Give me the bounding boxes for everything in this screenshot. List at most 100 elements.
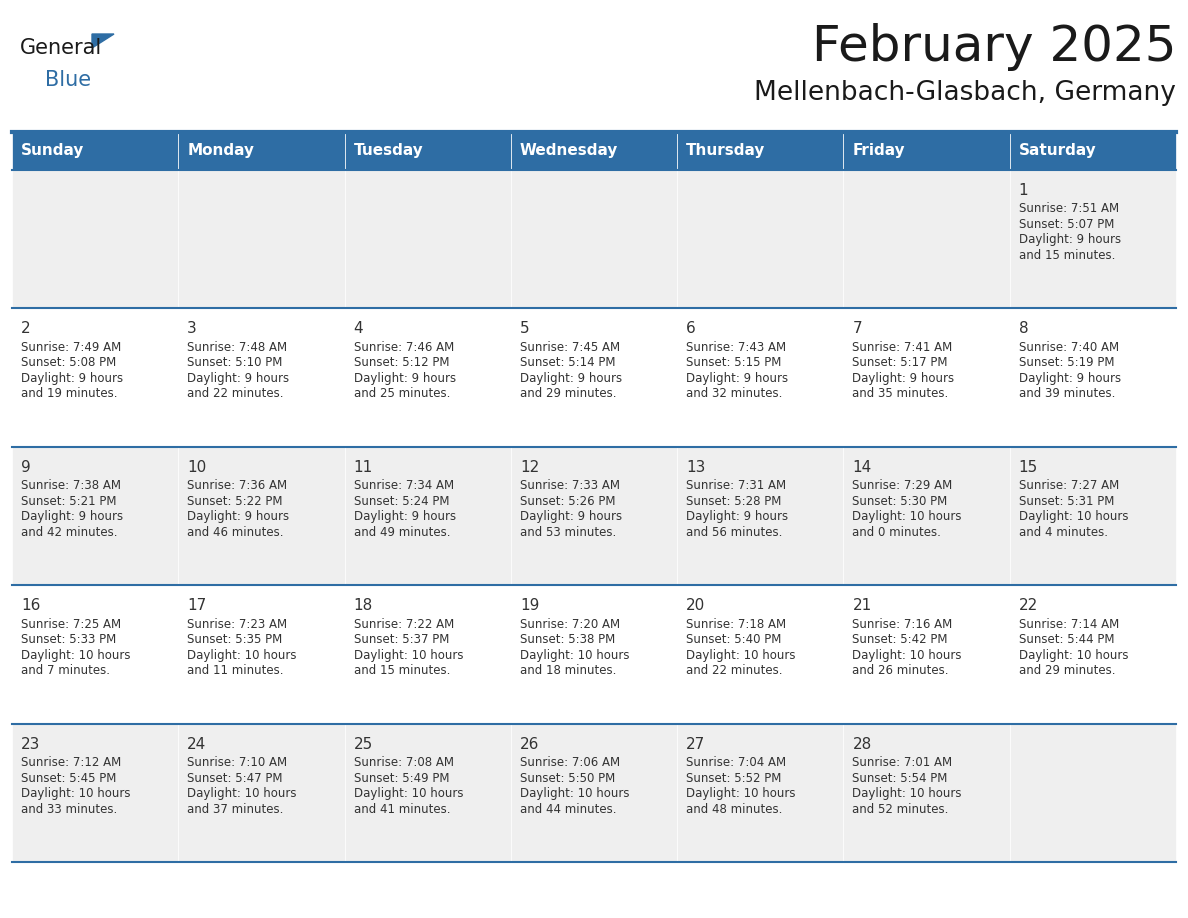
Bar — [345, 308, 511, 447]
Text: Sunrise: 7:43 AM: Sunrise: 7:43 AM — [687, 341, 786, 354]
Text: Sunrise: 7:51 AM: Sunrise: 7:51 AM — [1019, 203, 1119, 216]
Text: Sunrise: 7:45 AM: Sunrise: 7:45 AM — [520, 341, 620, 354]
Text: Daylight: 9 hours: Daylight: 9 hours — [853, 372, 954, 385]
Text: Sunrise: 7:40 AM: Sunrise: 7:40 AM — [1019, 341, 1119, 354]
Text: Sunset: 5:40 PM: Sunset: 5:40 PM — [687, 633, 782, 646]
Text: Sunrise: 7:36 AM: Sunrise: 7:36 AM — [188, 479, 287, 492]
Bar — [843, 170, 1010, 308]
Text: and 19 minutes.: and 19 minutes. — [21, 387, 118, 400]
Text: Sunrise: 7:27 AM: Sunrise: 7:27 AM — [1019, 479, 1119, 492]
Text: and 39 minutes.: and 39 minutes. — [1019, 387, 1116, 400]
Text: 20: 20 — [687, 599, 706, 613]
Text: 24: 24 — [188, 736, 207, 752]
Text: and 11 minutes.: and 11 minutes. — [188, 665, 284, 677]
Text: Sunset: 5:17 PM: Sunset: 5:17 PM — [853, 356, 948, 369]
Text: and 29 minutes.: and 29 minutes. — [1019, 665, 1116, 677]
Text: Daylight: 10 hours: Daylight: 10 hours — [21, 787, 131, 800]
Text: Sunset: 5:14 PM: Sunset: 5:14 PM — [520, 356, 615, 369]
Text: 27: 27 — [687, 736, 706, 752]
Text: Sunrise: 7:10 AM: Sunrise: 7:10 AM — [188, 756, 287, 769]
Bar — [511, 170, 677, 308]
Text: Sunset: 5:49 PM: Sunset: 5:49 PM — [354, 772, 449, 785]
Text: Sunset: 5:19 PM: Sunset: 5:19 PM — [1019, 356, 1114, 369]
Text: Sunrise: 7:08 AM: Sunrise: 7:08 AM — [354, 756, 454, 769]
Bar — [843, 132, 1010, 170]
Bar — [843, 308, 1010, 447]
Text: and 33 minutes.: and 33 minutes. — [21, 802, 118, 815]
Bar — [178, 585, 345, 723]
Bar — [12, 170, 178, 308]
Text: and 41 minutes.: and 41 minutes. — [354, 802, 450, 815]
Text: and 42 minutes.: and 42 minutes. — [21, 526, 118, 539]
Text: and 0 minutes.: and 0 minutes. — [853, 526, 941, 539]
Text: Sunset: 5:30 PM: Sunset: 5:30 PM — [853, 495, 948, 508]
Text: 25: 25 — [354, 736, 373, 752]
Text: Sunset: 5:15 PM: Sunset: 5:15 PM — [687, 356, 782, 369]
Text: Sunrise: 7:04 AM: Sunrise: 7:04 AM — [687, 756, 786, 769]
Text: and 26 minutes.: and 26 minutes. — [853, 665, 949, 677]
Text: Sunset: 5:31 PM: Sunset: 5:31 PM — [1019, 495, 1114, 508]
Text: Daylight: 9 hours: Daylight: 9 hours — [687, 372, 789, 385]
Text: 12: 12 — [520, 460, 539, 475]
Text: Sunset: 5:47 PM: Sunset: 5:47 PM — [188, 772, 283, 785]
Text: and 25 minutes.: and 25 minutes. — [354, 387, 450, 400]
Bar — [843, 585, 1010, 723]
Text: and 44 minutes.: and 44 minutes. — [520, 802, 617, 815]
Text: 21: 21 — [853, 599, 872, 613]
Text: Daylight: 9 hours: Daylight: 9 hours — [520, 372, 623, 385]
Bar — [178, 447, 345, 585]
Text: Sunrise: 7:41 AM: Sunrise: 7:41 AM — [853, 341, 953, 354]
Text: Sunset: 5:42 PM: Sunset: 5:42 PM — [853, 633, 948, 646]
Bar — [677, 585, 843, 723]
Polygon shape — [91, 34, 114, 48]
Text: 8: 8 — [1019, 321, 1029, 336]
Bar — [511, 585, 677, 723]
Bar — [178, 132, 345, 170]
Text: and 48 minutes.: and 48 minutes. — [687, 802, 783, 815]
Text: Daylight: 10 hours: Daylight: 10 hours — [853, 510, 962, 523]
Text: Saturday: Saturday — [1019, 143, 1097, 159]
Text: February 2025: February 2025 — [811, 23, 1176, 71]
Text: and 56 minutes.: and 56 minutes. — [687, 526, 783, 539]
Text: Sunset: 5:33 PM: Sunset: 5:33 PM — [21, 633, 116, 646]
Text: Sunrise: 7:33 AM: Sunrise: 7:33 AM — [520, 479, 620, 492]
Text: 3: 3 — [188, 321, 197, 336]
Text: Mellenbach-Glasbach, Germany: Mellenbach-Glasbach, Germany — [754, 80, 1176, 106]
Text: and 35 minutes.: and 35 minutes. — [853, 387, 949, 400]
Bar — [12, 585, 178, 723]
Bar — [1010, 723, 1176, 862]
Text: Daylight: 10 hours: Daylight: 10 hours — [188, 649, 297, 662]
Text: and 22 minutes.: and 22 minutes. — [188, 387, 284, 400]
Text: 7: 7 — [853, 321, 862, 336]
Text: Wednesday: Wednesday — [520, 143, 618, 159]
Text: Sunrise: 7:20 AM: Sunrise: 7:20 AM — [520, 618, 620, 631]
Bar — [12, 132, 178, 170]
Text: Sunrise: 7:29 AM: Sunrise: 7:29 AM — [853, 479, 953, 492]
Text: 23: 23 — [21, 736, 40, 752]
Text: General: General — [20, 38, 102, 58]
Text: Tuesday: Tuesday — [354, 143, 423, 159]
Bar — [511, 723, 677, 862]
Bar — [677, 723, 843, 862]
Text: Daylight: 10 hours: Daylight: 10 hours — [520, 787, 630, 800]
Text: Daylight: 9 hours: Daylight: 9 hours — [188, 372, 290, 385]
Text: 17: 17 — [188, 599, 207, 613]
Text: 16: 16 — [21, 599, 40, 613]
Text: Sunset: 5:52 PM: Sunset: 5:52 PM — [687, 772, 782, 785]
Text: Sunset: 5:38 PM: Sunset: 5:38 PM — [520, 633, 615, 646]
Text: Sunset: 5:45 PM: Sunset: 5:45 PM — [21, 772, 116, 785]
Text: Daylight: 9 hours: Daylight: 9 hours — [1019, 372, 1120, 385]
Text: 26: 26 — [520, 736, 539, 752]
Text: Daylight: 10 hours: Daylight: 10 hours — [853, 787, 962, 800]
Text: Daylight: 10 hours: Daylight: 10 hours — [687, 787, 796, 800]
Bar — [677, 308, 843, 447]
Text: 22: 22 — [1019, 599, 1038, 613]
Text: 9: 9 — [21, 460, 31, 475]
Text: Daylight: 9 hours: Daylight: 9 hours — [1019, 233, 1120, 247]
Text: and 15 minutes.: and 15 minutes. — [1019, 249, 1116, 262]
Text: Daylight: 9 hours: Daylight: 9 hours — [21, 372, 124, 385]
Text: Thursday: Thursday — [687, 143, 765, 159]
Bar — [1010, 585, 1176, 723]
Bar — [1010, 308, 1176, 447]
Bar — [511, 308, 677, 447]
